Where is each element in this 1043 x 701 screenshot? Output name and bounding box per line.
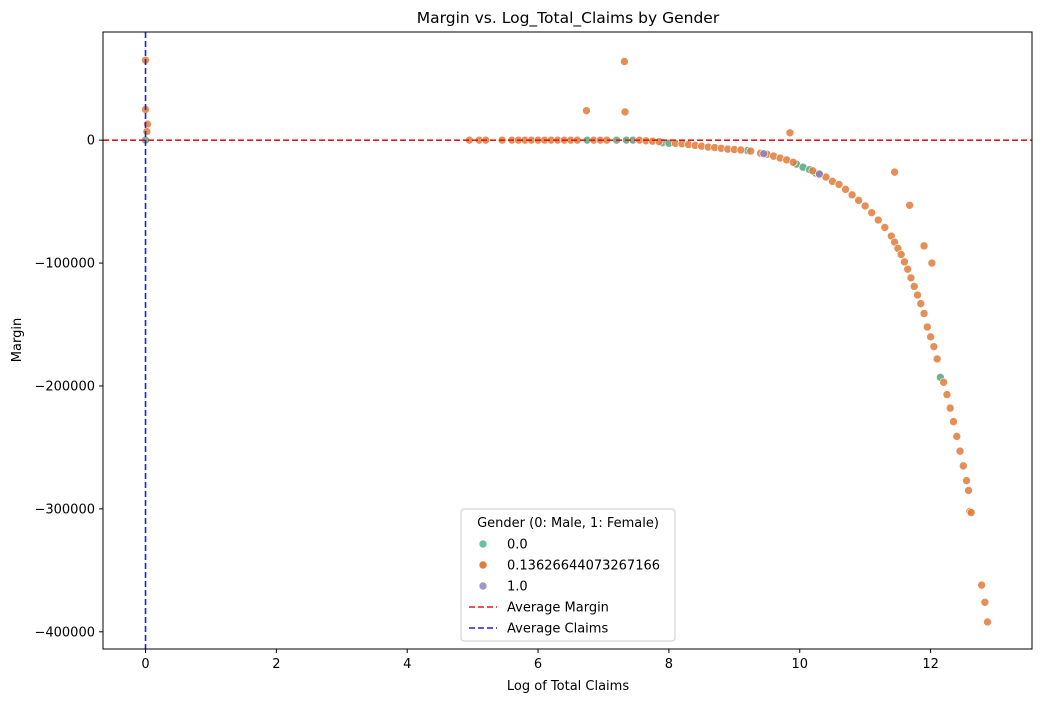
data-point	[785, 128, 795, 138]
data-point	[736, 145, 746, 155]
x-tick-label: 4	[403, 657, 411, 672]
x-axis-label: Log of Total Claims	[507, 679, 629, 694]
y-tick-label: −300000	[34, 502, 95, 517]
y-tick-label: −100000	[34, 257, 95, 272]
data-point	[903, 264, 912, 274]
y-axis-ticks: 0 −100000 −200000 −300000 −400000	[34, 134, 103, 640]
data-point	[890, 167, 899, 177]
data-point	[964, 486, 973, 495]
legend: Gender (0: Male, 1: Female) 0.0 0.13626644…	[460, 508, 676, 642]
data-point	[905, 201, 914, 210]
data-point	[939, 377, 948, 387]
data-point	[841, 185, 850, 194]
x-tick-label: 2	[272, 657, 280, 672]
data-point	[788, 157, 798, 167]
x-tick-label: 6	[534, 657, 542, 672]
x-tick-label: 12	[922, 657, 939, 672]
y-axis-label: Margin	[10, 318, 25, 362]
x-tick-label: 0	[141, 657, 149, 672]
data-point	[880, 223, 890, 232]
data-point	[143, 119, 152, 129]
chart-title: Margin vs. Log_Total_Claims by Gender	[417, 9, 720, 28]
legend-marker	[478, 539, 488, 549]
data-point	[834, 180, 844, 189]
legend-marker	[478, 581, 488, 591]
legend-label: 0.13626644073267166	[507, 559, 660, 574]
data-point	[142, 127, 152, 136]
x-axis-ticks: 0 2 4 6 8 10 12	[141, 649, 939, 672]
legend-label: 1.0	[507, 580, 528, 595]
data-point	[949, 417, 958, 426]
data-point	[847, 190, 857, 200]
x-tick-label: 8	[665, 657, 673, 672]
data-point	[896, 250, 906, 259]
data-point	[860, 201, 870, 211]
data-point	[919, 241, 929, 251]
data-point	[955, 446, 965, 456]
data-point	[932, 354, 942, 364]
data-point	[913, 290, 922, 300]
legend-box	[460, 508, 676, 642]
data-point	[945, 403, 955, 413]
data-point	[952, 432, 962, 441]
legend-title: Gender (0: Male, 1: Female)	[477, 516, 659, 531]
data-point	[962, 476, 971, 485]
legend-label: 0.0	[507, 538, 528, 553]
data-point	[906, 273, 916, 283]
data-point	[983, 617, 992, 627]
data-point	[977, 580, 986, 590]
data-point	[926, 332, 935, 342]
data-point	[759, 149, 769, 158]
data-point	[959, 461, 968, 471]
legend-label: Average Margin	[507, 601, 609, 616]
legend-marker	[478, 560, 488, 570]
data-point	[942, 390, 952, 399]
data-point	[966, 508, 976, 517]
data-point	[873, 215, 883, 225]
data-point	[620, 107, 630, 117]
data-point	[654, 137, 664, 146]
legend-label: Average Claims	[507, 622, 608, 637]
data-point	[980, 597, 990, 607]
data-point	[929, 342, 939, 351]
y-tick-label: −400000	[34, 625, 95, 640]
data-point	[900, 257, 909, 267]
data-point	[746, 146, 755, 156]
data-point	[919, 309, 929, 318]
reference-lines	[103, 32, 1032, 649]
y-tick-label: −200000	[34, 379, 95, 394]
x-tick-label: 10	[791, 657, 808, 672]
data-point	[620, 57, 629, 66]
plot-frame	[102, 31, 1033, 650]
data-point	[815, 169, 824, 179]
data-point	[867, 208, 877, 217]
y-tick-label: 0	[87, 134, 95, 149]
data-point	[854, 196, 863, 205]
data-point	[923, 322, 932, 332]
data-point	[916, 299, 926, 308]
data-point	[927, 258, 937, 268]
data-point	[582, 106, 591, 115]
data-point	[909, 282, 919, 291]
